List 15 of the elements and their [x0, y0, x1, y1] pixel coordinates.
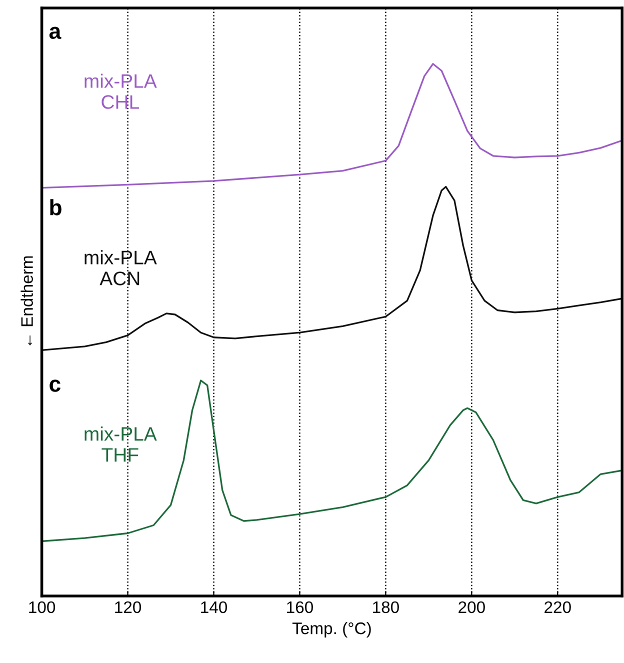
x-tick-label: 140: [201, 601, 228, 614]
series-label: mix-PLA THF: [84, 426, 157, 462]
annotation: c: [50, 380, 60, 392]
x-tick-label: 220: [544, 601, 571, 614]
series-label: mix-PLA ACN: [84, 250, 157, 286]
text: a: [49, 26, 62, 39]
y-axis-title: ← Endtherm: [20, 256, 33, 346]
x-tick-label: 200: [458, 601, 485, 614]
x-tick-label: 160: [287, 601, 313, 614]
x-tick-label: 100: [29, 601, 56, 614]
x-axis-title: Temp. (°C): [292, 622, 371, 638]
x-tick-label: 180: [373, 601, 399, 614]
x-tick-label: 120: [115, 601, 142, 614]
text: mix-PLA CHL: [84, 74, 157, 109]
annotation: b: [50, 199, 62, 216]
